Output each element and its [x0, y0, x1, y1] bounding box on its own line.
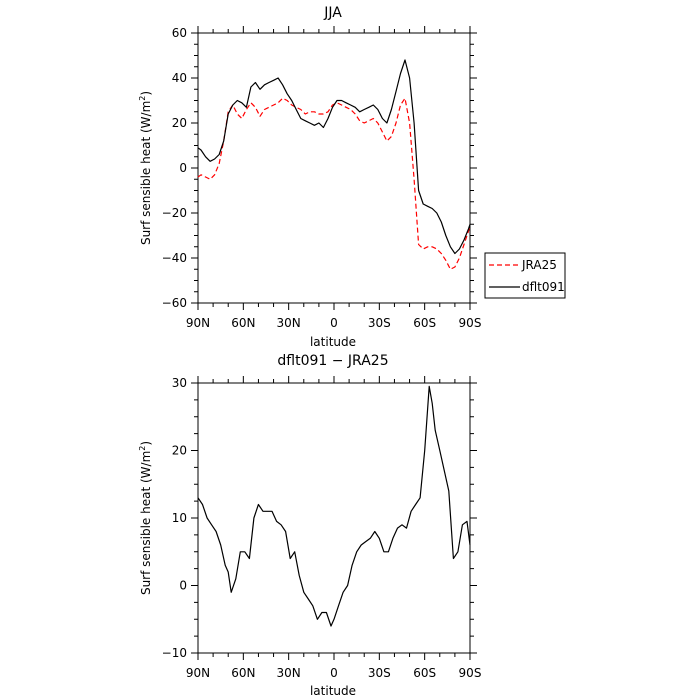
- y-tick-label: 10: [172, 511, 187, 525]
- x-tick-labels: 90N 60N 30N 0 30S 60S 90S: [186, 316, 482, 330]
- x-tick-label: 30S: [368, 666, 391, 680]
- x-tick-label: 30S: [368, 316, 391, 330]
- y-tick-label: −60: [162, 296, 187, 310]
- y-tick-labels: −10 0 10 20 30: [162, 376, 187, 660]
- series-line-jra25: [197, 97, 471, 270]
- y-tick-label: −10: [162, 646, 187, 660]
- series-lines: [197, 385, 471, 627]
- legend: JRA25 dflt091: [484, 252, 566, 299]
- chart-title: JJA: [323, 5, 342, 21]
- series-line-difference: [197, 385, 471, 627]
- y-tick-label: 0: [179, 161, 187, 175]
- series-line-dflt091: [197, 59, 471, 255]
- y-tick-label: 0: [179, 579, 187, 593]
- legend-box: [484, 252, 566, 299]
- y-tick-labels: −60 −40 −20 0 20 40 60: [162, 26, 187, 310]
- legend-label-dflt091: dflt091: [522, 280, 565, 294]
- y-tick-label: 20: [172, 444, 187, 458]
- y-axis-label: Surf sensible heat (W/m2): [138, 441, 153, 595]
- x-tick-label: 90S: [459, 666, 482, 680]
- legend-label-jra25: JRA25: [521, 258, 557, 272]
- x-tick-label: 90N: [186, 666, 210, 680]
- x-tick-label: 90S: [459, 316, 482, 330]
- panel-top: JJA −60 −40 −20 0 20 40 60 90N 60N 30N 0 30S 60S 90S…: [138, 5, 566, 349]
- x-tick-labels: 90N 60N 30N 0 30S 60S 90S: [186, 666, 482, 680]
- y-tick-label: 60: [172, 26, 187, 40]
- chart-title: dflt091 − JRA25: [277, 353, 388, 369]
- y-tick-label: 20: [172, 116, 187, 130]
- plot-frame: [197, 32, 471, 304]
- x-axis-label: latitude: [310, 684, 356, 698]
- y-tick-label: 30: [172, 376, 187, 390]
- x-tick-label: 0: [330, 316, 338, 330]
- x-tick-label: 60S: [413, 666, 436, 680]
- tick-marks: [191, 26, 477, 310]
- x-axis-label: latitude: [310, 335, 356, 349]
- tick-marks: [191, 376, 477, 660]
- plot-frame: [197, 382, 471, 654]
- y-tick-label: −40: [162, 251, 187, 265]
- y-axis-label: Surf sensible heat (W/m2): [138, 91, 153, 245]
- y-tick-label: −20: [162, 206, 187, 220]
- x-tick-label: 60N: [231, 666, 255, 680]
- x-tick-label: 90N: [186, 316, 210, 330]
- series-lines: [197, 59, 471, 270]
- x-tick-label: 30N: [277, 666, 301, 680]
- x-tick-label: 60N: [231, 316, 255, 330]
- y-tick-label: 40: [172, 71, 187, 85]
- x-tick-label: 30N: [277, 316, 301, 330]
- x-tick-label: 60S: [413, 316, 436, 330]
- x-tick-label: 0: [330, 666, 338, 680]
- panel-bottom: dflt091 − JRA25 −10 0 10 20 30 90N 60N 30N 0 30S…: [138, 353, 481, 698]
